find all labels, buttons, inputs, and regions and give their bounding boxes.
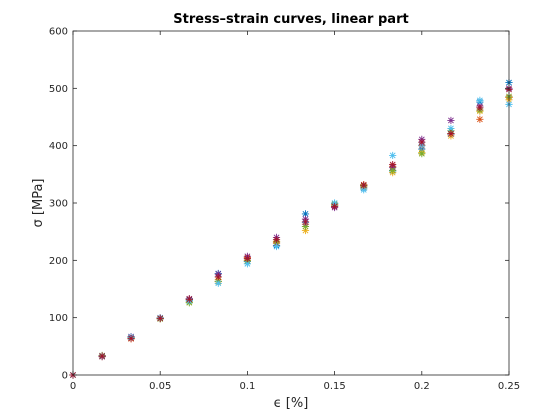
data-point <box>476 96 484 104</box>
y-tick-label: 400 <box>49 141 68 152</box>
x-tick-label: 0.1 <box>239 381 255 392</box>
data-point <box>447 130 455 138</box>
x-tick-label: 0 <box>70 381 76 392</box>
data-point <box>360 186 368 194</box>
data-point <box>418 150 426 158</box>
y-tick-label: 0 <box>62 371 68 382</box>
data-point <box>418 138 426 146</box>
data-point <box>301 222 310 231</box>
y-tick-label: 200 <box>49 256 68 267</box>
data-point <box>98 352 106 360</box>
data-point <box>389 166 397 174</box>
data-point <box>447 124 455 133</box>
data-point <box>185 295 193 303</box>
data-point <box>301 226 310 235</box>
y-axis-label: σ [MPa] <box>31 179 46 228</box>
x-tick-label: 0.25 <box>498 381 520 392</box>
plot-area <box>73 31 509 375</box>
data-point <box>389 160 397 169</box>
x-tick-label: 0.15 <box>323 381 345 392</box>
data-point <box>214 279 222 287</box>
data-point <box>243 255 251 263</box>
x-axis-label: ϵ [%] <box>274 396 309 411</box>
data-point <box>301 218 310 226</box>
data-point <box>447 116 455 125</box>
data-point <box>214 273 222 281</box>
y-tick-label: 600 <box>49 27 68 38</box>
data-point <box>272 242 281 251</box>
data-point <box>127 334 135 342</box>
chart-title: Stress–strain curves, linear part <box>173 12 408 27</box>
data-point <box>243 260 251 268</box>
y-tick-label: 300 <box>49 199 68 210</box>
x-tick-label: 0.2 <box>414 381 430 392</box>
data-point <box>272 236 281 244</box>
data-point <box>476 115 484 123</box>
data-point <box>156 314 164 322</box>
y-tick-label: 100 <box>49 313 68 324</box>
y-tick-label: 500 <box>49 84 68 95</box>
data-point <box>331 202 339 211</box>
axes: 0 0.05 0.1 0.15 0.2 0.25 0 100 200 300 400 500 600 <box>49 27 520 393</box>
data-point <box>389 151 397 160</box>
data-point <box>360 181 368 189</box>
data-point <box>301 210 310 218</box>
x-tick-label: 0.05 <box>149 381 171 392</box>
data-point <box>476 104 484 112</box>
